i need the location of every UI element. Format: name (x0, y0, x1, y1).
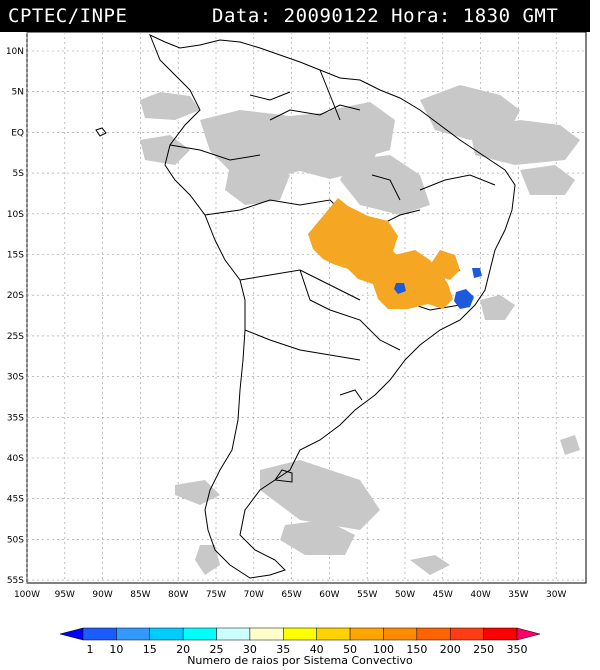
colorbar-tick-label: 350 (507, 643, 528, 656)
latitude-labels: 10N 5N EQ 5S 10S 15S 20S 25S 30S 35S 40S 45S 50S 55S (6, 47, 24, 586)
colorbar-tick-label: 100 (373, 643, 394, 656)
colorbar-tick-label: 25 (210, 643, 224, 656)
colorbar-arrow-left (59, 627, 84, 641)
longitude-label: 90W (92, 590, 112, 600)
colorbar-tick-label: 1 (87, 643, 94, 656)
longitude-label: 75W (206, 590, 226, 600)
colorbar-segment (149, 627, 184, 641)
colorbar-tick-label: 10 (109, 643, 123, 656)
colorbar-segment (449, 627, 484, 641)
longitude-label: 40W (470, 590, 490, 600)
latitude-label: 15S (7, 251, 24, 261)
map-header: CPTEC/INPE Data: 20090122 Hora: 1830 GMT (0, 0, 590, 32)
colorbar-tick-label: 250 (473, 643, 494, 656)
latitude-label: 40S (7, 454, 24, 464)
longitude-label: 70W (244, 590, 264, 600)
colorbar-segment (416, 627, 451, 641)
colorbar-segment (116, 627, 151, 641)
latitude-label: 10S (7, 210, 24, 220)
colorbar-tick-label: 50 (343, 643, 357, 656)
lightning-orange-cells (308, 198, 460, 309)
colorbar-segment (483, 627, 518, 641)
colorbar-segment (383, 627, 418, 641)
longitude-label: 50W (395, 590, 415, 600)
date-value: 20090122 (283, 5, 380, 27)
latitude-label: 35S (7, 413, 24, 423)
latitude-label: 45S (7, 495, 24, 505)
latitude-label: 30S (7, 373, 24, 383)
colorbar-segment (349, 627, 384, 641)
time-label: Hora: (391, 5, 451, 27)
longitude-label: 55W (357, 590, 377, 600)
lightning-map: 10N5NEQ5S10S15S20S25S30S35S40S45S50S55S … (6, 32, 587, 656)
longitude-label: 45W (433, 590, 453, 600)
longitude-label: 100W (14, 590, 40, 600)
longitude-label: 60W (319, 590, 339, 600)
colorbar-tick-label: 150 (406, 643, 427, 656)
lightning-blue-cells (394, 268, 482, 309)
longitude-label: 95W (55, 590, 75, 600)
timestamp-label: Data: 20090122 Hora: 1830 GMT (212, 5, 558, 27)
colorbar-tick-label: 30 (243, 643, 257, 656)
latitude-label: 5S (13, 169, 25, 179)
longitude-labels: 100W 95W 90W 85W 80W 75W 70W 65W 60W 55W 50W 45W 40W… (14, 590, 567, 600)
longitude-label: 65W (281, 590, 301, 600)
date-label: Data: (212, 5, 272, 27)
colorbar-arrow-right (516, 627, 541, 641)
longitude-label: 80W (168, 590, 188, 600)
colorbar-tick-label: 35 (276, 643, 290, 656)
colorbar-tick-label: 15 (143, 643, 157, 656)
colorbar-segment (182, 627, 217, 641)
cloud-cover (140, 85, 580, 575)
colorbar-tick-label: 200 (440, 643, 461, 656)
longitude-label: 85W (130, 590, 150, 600)
colorbar: 1 10 15 20 25 30 35 40 50 100 150 200 250 350 (59, 627, 541, 656)
latitude-label: 10N (6, 47, 24, 57)
colorbar-segment (283, 627, 317, 641)
latitude-label: 20S (7, 291, 24, 301)
latitude-label: 50S (7, 535, 24, 545)
colorbar-segment (316, 627, 351, 641)
latitude-label: 25S (7, 332, 24, 342)
organization-label: CPTEC/INPE (8, 5, 128, 27)
colorbar-segment (82, 627, 117, 641)
latitude-label: 55S (7, 576, 24, 586)
latitude-label: EQ (11, 128, 24, 138)
colorbar-segment (249, 627, 284, 641)
colorbar-tick-label: 40 (310, 643, 324, 656)
legend-caption: Numero de raios por Sistema Convectivo (187, 654, 413, 667)
colorbar-segment (216, 627, 251, 641)
latitude-label: 5N (12, 88, 24, 98)
longitude-label: 30W (546, 590, 566, 600)
colorbar-tick-label: 20 (176, 643, 190, 656)
time-value: 1830 GMT (462, 5, 559, 27)
longitude-label: 35W (508, 590, 528, 600)
